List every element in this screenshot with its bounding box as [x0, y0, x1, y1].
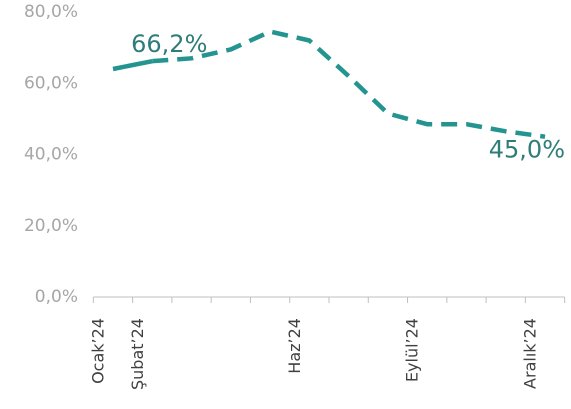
y-tick-label: 0,0% [35, 287, 78, 307]
line [112, 58, 153, 72]
data-label: 45,0% [489, 136, 565, 164]
line [152, 29, 546, 139]
y-tick-label: 20,0% [24, 216, 78, 236]
x-tick-label: Aralık’24 [521, 318, 540, 389]
x-tick-label: Ocak’24 [89, 318, 108, 384]
y-tick-label: 80,0% [24, 2, 78, 22]
y-tick-label: 60,0% [24, 73, 78, 93]
data-label: 66,2% [131, 30, 207, 58]
y-tick-label: 40,0% [24, 145, 78, 165]
x-tick-label: Şubat’24 [128, 318, 147, 390]
x-tick-label: Haz’24 [285, 318, 304, 374]
x-tick-label: Eylül’24 [403, 318, 422, 382]
